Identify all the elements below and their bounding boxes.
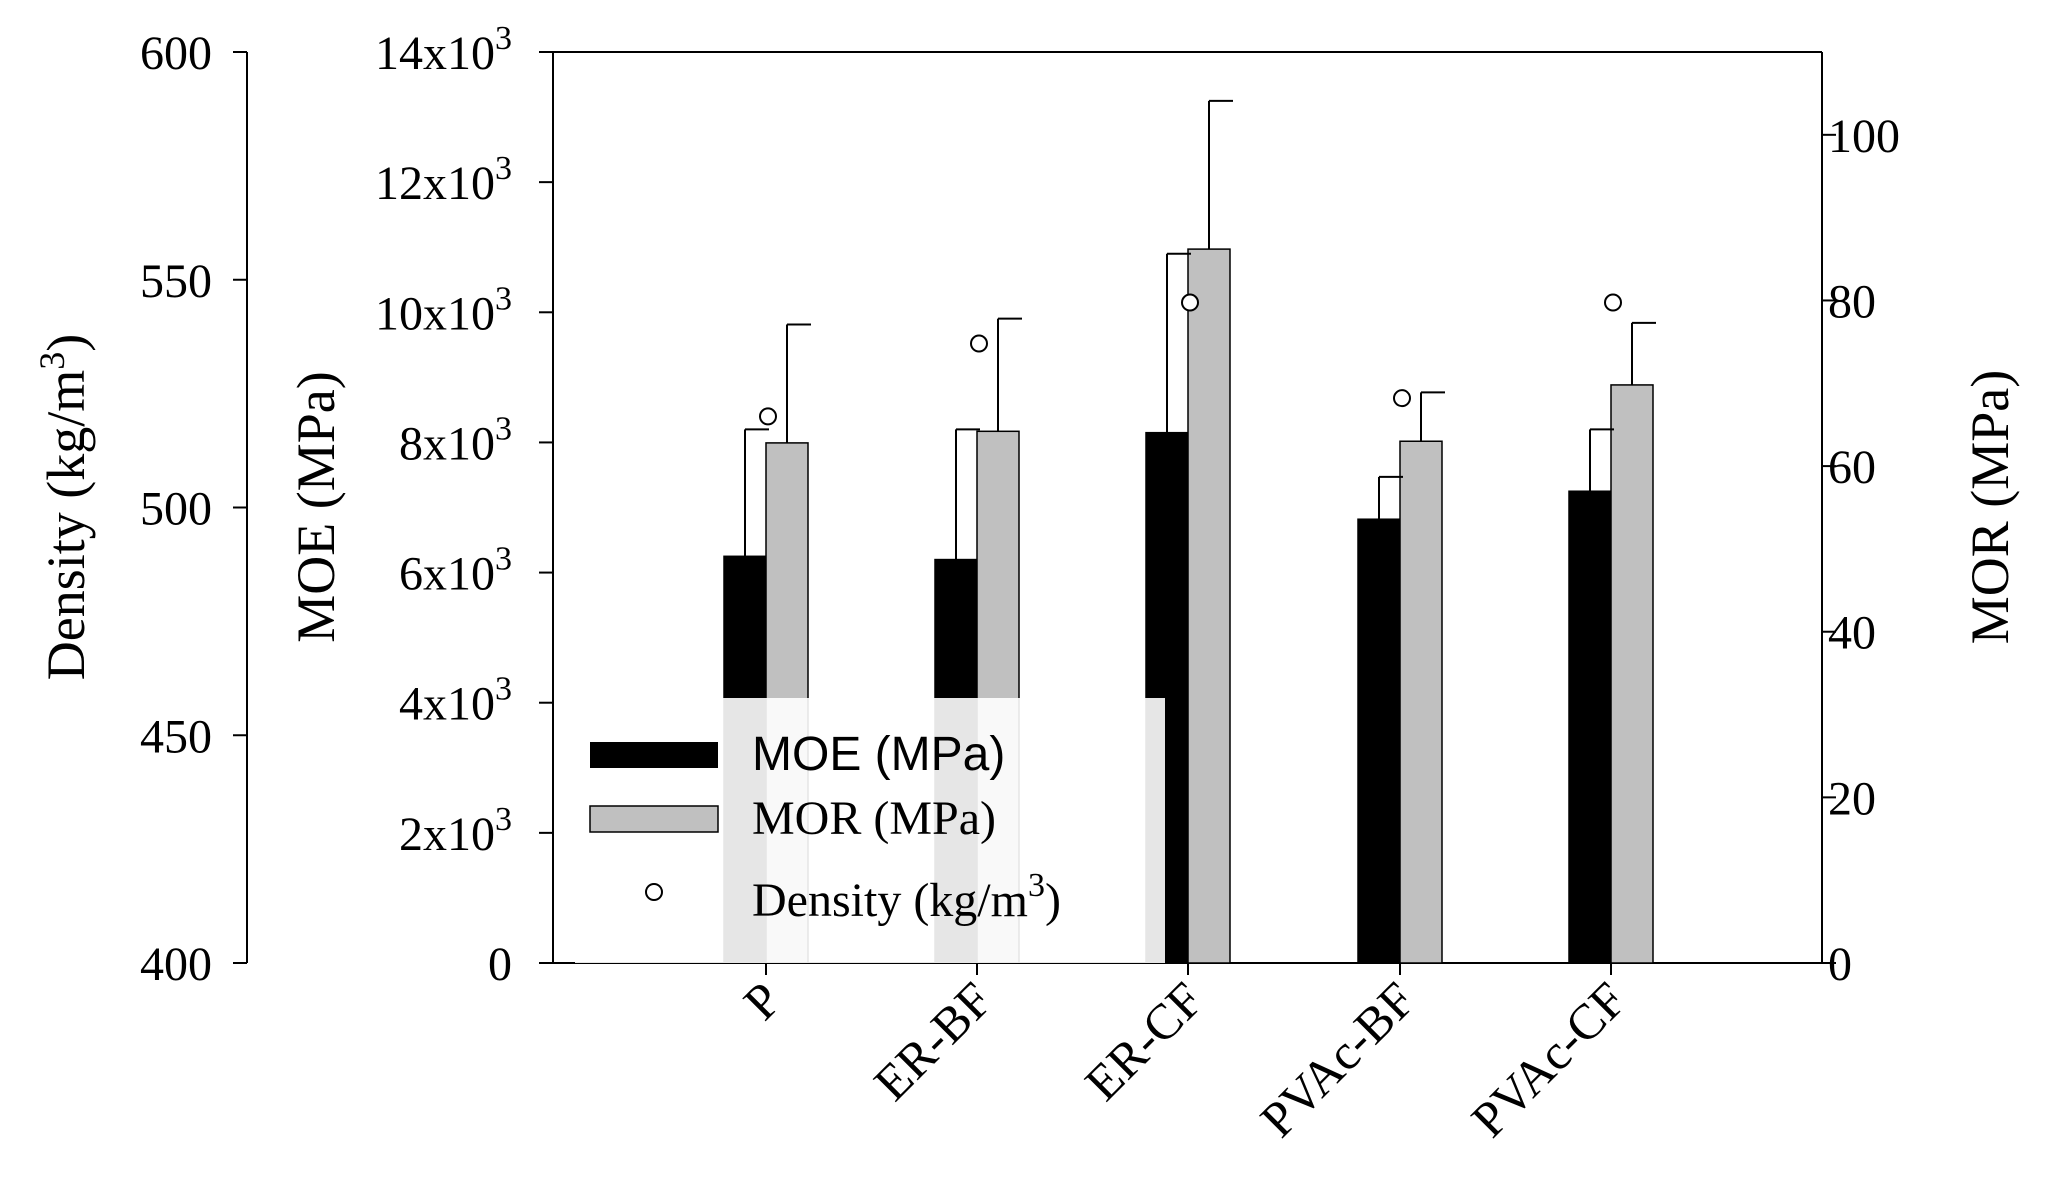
density-tick-label: 450 [140,710,212,763]
moe-tick-exp: 3 [495,541,512,578]
density-tick-label: 600 [140,27,212,80]
moe-tick-label: 8x103 [399,410,512,470]
moe-tick-label: 0 [488,938,512,991]
density-point [970,334,988,353]
density-axis-title-suffix: ) [36,334,96,352]
density-point [1604,293,1622,312]
legend: MOE (MPa) MOR (MPa) Density (kg/m3) [575,698,1165,963]
moe-tick-label: 6x103 [399,541,512,601]
legend-moe-label: MOE (MPa) [752,728,1005,781]
density-tick-label: 500 [140,483,212,536]
density-axis-title-sup: 3 [32,352,72,370]
density-point [1393,389,1411,408]
mor-axis: 0 20 40 60 80 100 MOR (MPa) [1821,52,2020,991]
error-bars-group [744,99,1656,560]
moe-axis: 0 2x103 4x103 6x103 8x103 10x103 12x103 14x103 M… [286,20,554,991]
moe-tick-exp: 3 [495,150,512,187]
mor-axis-title: MOR (MPa) [1960,370,2020,645]
moe-bar [1568,490,1612,964]
moe-axis-title: MOE (MPa) [286,371,346,642]
category-label: ER-BF [863,971,1003,1111]
mor-tick-label: 100 [1828,110,1900,163]
category-label: ER-CF [1074,971,1214,1111]
moe-tick-exp: 3 [495,20,512,57]
moe-tick-label: 14x103 [375,20,512,80]
mor-tick-label: 60 [1828,441,1876,494]
moe-bar [1357,518,1401,964]
legend-density-suffix: ) [1045,874,1061,927]
moe-tick-exp: 3 [495,801,512,838]
mor-tick-label: 20 [1828,772,1876,825]
legend-density-marker [645,883,663,901]
legend-mor-label: MOR (MPa) [752,792,996,845]
moe-tick-exp: 3 [495,280,512,317]
density-tick-label: 550 [140,255,212,308]
mor-bar [1399,440,1443,964]
moe-tick-label: 2x103 [399,801,512,861]
category-labels-group: P ER-BF ER-CF PVAc-BF PVAc-CF [733,963,1637,1148]
category-label: PVAc-CF [1460,971,1636,1147]
density-axis: 400 450 500 550 600 Density (kg/m3) [32,27,248,991]
category-label: P [733,971,792,1030]
moe-tick-exp: 3 [495,410,512,447]
density-points-group [759,293,1622,426]
mor-tick-label: 40 [1828,607,1876,660]
moe-tick-label: 12x103 [375,150,512,210]
mor-bar [1187,248,1231,964]
legend-moe-swatch [590,742,718,768]
density-point [759,407,777,426]
legend-density-label: Density (kg/m3) [752,867,1061,927]
category-label: PVAc-BF [1249,971,1425,1147]
mor-tick-label: 80 [1828,275,1876,328]
legend-mor-swatch [589,805,719,833]
legend-density-sup: 3 [1028,867,1045,904]
moe-tick-label: 4x103 [399,671,512,731]
moe-tick-exp: 3 [495,671,512,708]
mor-tick-label: 0 [1828,938,1852,991]
moe-tick-label: 10x103 [375,280,512,340]
mor-bar [1610,384,1654,964]
density-point [1181,293,1199,312]
density-tick-label: 400 [140,938,212,991]
density-axis-title: Density (kg/m3) [32,334,96,680]
